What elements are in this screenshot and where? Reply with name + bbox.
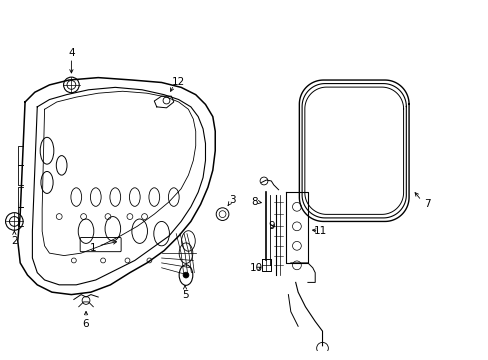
- Text: 10: 10: [250, 263, 263, 273]
- Text: 4: 4: [68, 48, 75, 58]
- Text: 9: 9: [267, 221, 274, 231]
- Text: 3: 3: [228, 194, 235, 204]
- Text: 7: 7: [423, 199, 430, 210]
- Text: 6: 6: [82, 319, 89, 329]
- Circle shape: [183, 272, 188, 278]
- Text: 11: 11: [313, 226, 326, 236]
- Text: 2: 2: [11, 236, 18, 246]
- Text: 1: 1: [90, 243, 97, 253]
- Text: 8: 8: [250, 197, 257, 207]
- Text: 5: 5: [183, 289, 189, 300]
- Text: 12: 12: [172, 77, 185, 87]
